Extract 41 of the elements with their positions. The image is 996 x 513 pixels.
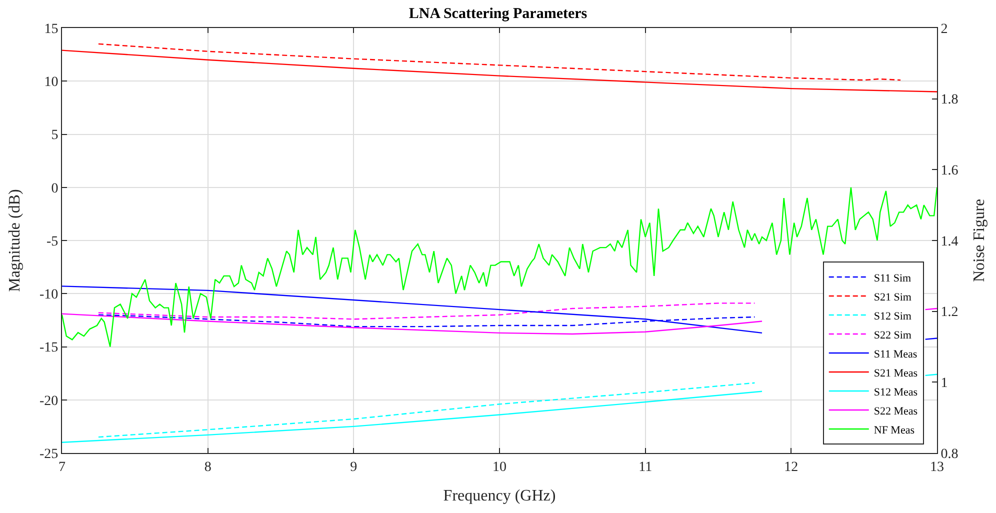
- y2-tick-label: 1: [940, 376, 948, 392]
- x-tick-label: 12: [784, 460, 798, 475]
- y-tick-label: -25: [40, 446, 58, 462]
- line-series: [98, 382, 756, 438]
- x-tick-label: 13: [930, 460, 944, 475]
- line-series: [98, 43, 902, 81]
- x-tick-label: 10: [492, 460, 506, 475]
- x-axis-title: Frequency (GHz): [443, 488, 556, 504]
- y2-tick-label: 1.2: [940, 305, 958, 320]
- legend-label: S12 Sim: [874, 310, 912, 322]
- legend-label: S22 Sim: [874, 329, 912, 342]
- y-tick-label: 10: [44, 75, 58, 90]
- x-tick-label: 9: [350, 460, 358, 475]
- x-tick-label: 8: [204, 460, 212, 475]
- legend-label: S21 Sim: [874, 291, 912, 304]
- chart-title: LNA Scattering Parameters: [408, 6, 588, 22]
- y-tick-label: -10: [40, 288, 58, 303]
- legend-label: S21 Meas: [874, 367, 918, 380]
- y-tick-label: -15: [40, 340, 58, 356]
- y2-tick-label: 2: [940, 22, 948, 37]
- line-series: [62, 186, 937, 348]
- y-tick-label: 0: [51, 181, 58, 196]
- y-axis-title: Magnitude (dB): [6, 189, 24, 292]
- legend-label: S22 Meas: [874, 405, 918, 418]
- line-series: [62, 50, 937, 92]
- y-tick-label: 15: [44, 22, 58, 37]
- y2-tick-label: 1.4: [940, 234, 958, 250]
- line-series: [98, 314, 756, 328]
- legend-label: S12 Meas: [874, 386, 918, 398]
- y-tick-label: 5: [51, 128, 58, 144]
- legend-label: S11 Meas: [874, 348, 918, 360]
- legend-label: S11 Sim: [874, 272, 912, 284]
- y2-tick-label: 1.6: [940, 164, 958, 179]
- y-tick-label: -5: [46, 234, 58, 250]
- x-tick-label: 11: [638, 460, 652, 475]
- y-tick-label: -20: [40, 394, 58, 409]
- y2-tick-label: 0.8: [940, 446, 958, 462]
- x-tick-label: 7: [58, 460, 66, 475]
- y2-tick-label: 1.8: [940, 92, 958, 108]
- legend-label: NF Meas: [874, 424, 915, 436]
- y2-axis-title: Noise Figure: [971, 198, 988, 282]
